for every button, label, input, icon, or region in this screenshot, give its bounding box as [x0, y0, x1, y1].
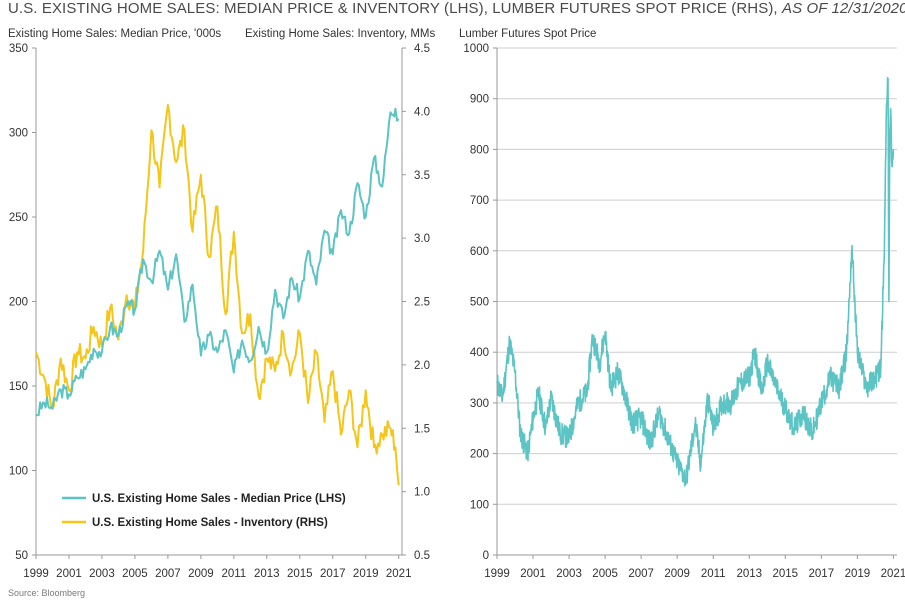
- left-y-tick-label: 200: [9, 297, 28, 309]
- left-y-tick-label: 250: [9, 212, 28, 224]
- left-x-tick-label: 2001: [56, 568, 82, 580]
- series-lumber-line: [496, 77, 895, 487]
- left-x-tick-label: 2005: [122, 568, 148, 580]
- left-x-tick-label: 1999: [23, 568, 49, 580]
- legend-label-median-price: U.S. Existing Home Sales - Median Price …: [92, 493, 346, 505]
- lumber-x-tick-label: 2017: [809, 568, 835, 580]
- lumber-x-tick-label: 2005: [592, 568, 618, 580]
- lumber-x-ticks: 1999 2001 2003 2005 2007 2009 2011 2013 2015 2017…: [484, 555, 905, 580]
- lumber-y-ticks: 0 100 200 300 400 500 600 700 800 900 1000: [463, 43, 497, 562]
- lumber-x-tick-label: 2019: [845, 568, 871, 580]
- source-note: Source: Bloomberg: [8, 588, 86, 598]
- right-y-tick-label: 3.0: [414, 233, 430, 245]
- lumber-x-tick-label: 2001: [520, 568, 546, 580]
- legend: U.S. Existing Home Sales - Median Price …: [62, 493, 346, 529]
- chart-title: U.S. EXISTING HOME SALES: MEDIAN PRICE &…: [8, 0, 905, 17]
- right-y-tick-label: 1.0: [414, 487, 430, 499]
- left-y-tick-label: 300: [9, 128, 28, 140]
- chart-title-asof: AS OF 12/31/2020: [781, 0, 905, 17]
- legend-label-inventory: U.S. Existing Home Sales - Inventory (RH…: [92, 517, 328, 529]
- left-x-tick-label: 2019: [353, 568, 379, 580]
- left-x-tick-label: 2021: [386, 568, 412, 580]
- left-x-tick-label: 2003: [89, 568, 115, 580]
- left-y-tick-label: 100: [9, 466, 28, 478]
- left-y-ticks: 50 100 150 200 250 300 350: [9, 43, 36, 562]
- left-x-tick-label: 2009: [188, 568, 214, 580]
- right-y-tick-label: 2.5: [414, 297, 430, 309]
- lumber-y-tick-label: 600: [470, 246, 489, 258]
- right-y-axis-title: Existing Home Sales: Inventory, MMs: [245, 28, 435, 40]
- lumber-y-tick-label: 200: [470, 449, 489, 461]
- right-y-tick-label: 4.5: [414, 43, 430, 55]
- lumber-y-tick-label: 100: [470, 499, 489, 511]
- left-chart: Existing Home Sales: Median Price, '000s…: [8, 28, 435, 580]
- lumber-x-tick-label: 2013: [736, 568, 762, 580]
- left-y-tick-label: 150: [9, 381, 28, 393]
- left-x-tick-label: 2017: [320, 568, 346, 580]
- left-y-axis-title: Existing Home Sales: Median Price, '000s: [8, 28, 221, 40]
- series-inventory-line: [35, 104, 400, 486]
- lumber-y-tick-label: 0: [483, 550, 489, 562]
- lumber-x-tick-label: 1999: [484, 568, 510, 580]
- lumber-gridlines: [497, 47, 897, 505]
- lumber-y-tick-label: 900: [470, 94, 489, 106]
- left-series-group: [35, 104, 400, 486]
- series-median-price-line: [35, 107, 400, 417]
- lumber-x-tick-label: 2009: [664, 568, 690, 580]
- lumber-y-tick-label: 1000: [463, 43, 489, 55]
- lumber-x-tick-label: 2003: [556, 568, 582, 580]
- lumber-y-tick-label: 500: [470, 297, 489, 309]
- right-y-tick-label: 1.5: [414, 423, 430, 435]
- right-chart: Lumber Futures Spot Price 0 100 200 300 400 5…: [459, 28, 905, 580]
- lumber-y-tick-label: 300: [470, 398, 489, 410]
- left-x-tick-label: 2011: [221, 568, 246, 580]
- left-y-tick-label: 350: [9, 43, 28, 55]
- lumber-series-group: [496, 77, 895, 487]
- lumber-chart-title: Lumber Futures Spot Price: [459, 28, 596, 40]
- lumber-x-tick-label: 2015: [772, 568, 798, 580]
- left-x-tick-label: 2007: [155, 568, 181, 580]
- chart-title-main: U.S. EXISTING HOME SALES: MEDIAN PRICE &…: [8, 0, 778, 17]
- left-y-tick-label: 50: [15, 550, 28, 562]
- left-x-tick-label: 2013: [254, 568, 280, 580]
- left-x-ticks: 1999 2001 2003 2005 2007 2009 2011 2013 2015 2017…: [23, 555, 411, 580]
- lumber-y-tick-label: 800: [470, 144, 489, 156]
- lumber-y-tick-label: 700: [470, 195, 489, 207]
- right-y-ticks: 0.5 1.0 1.5 2.0 2.5 3.0 3.5 4.0 4.5: [402, 43, 430, 562]
- lumber-x-tick-label: 2011: [701, 568, 726, 580]
- right-y-tick-label: 2.0: [414, 360, 430, 372]
- right-y-tick-label: 3.5: [414, 170, 430, 182]
- left-x-tick-label: 2015: [287, 568, 313, 580]
- lumber-y-tick-label: 400: [470, 347, 489, 359]
- right-y-tick-label: 0.5: [414, 550, 430, 562]
- right-y-tick-label: 4.0: [414, 106, 430, 118]
- lumber-x-tick-label: 2007: [628, 568, 654, 580]
- lumber-x-tick-label: 2021: [881, 568, 905, 580]
